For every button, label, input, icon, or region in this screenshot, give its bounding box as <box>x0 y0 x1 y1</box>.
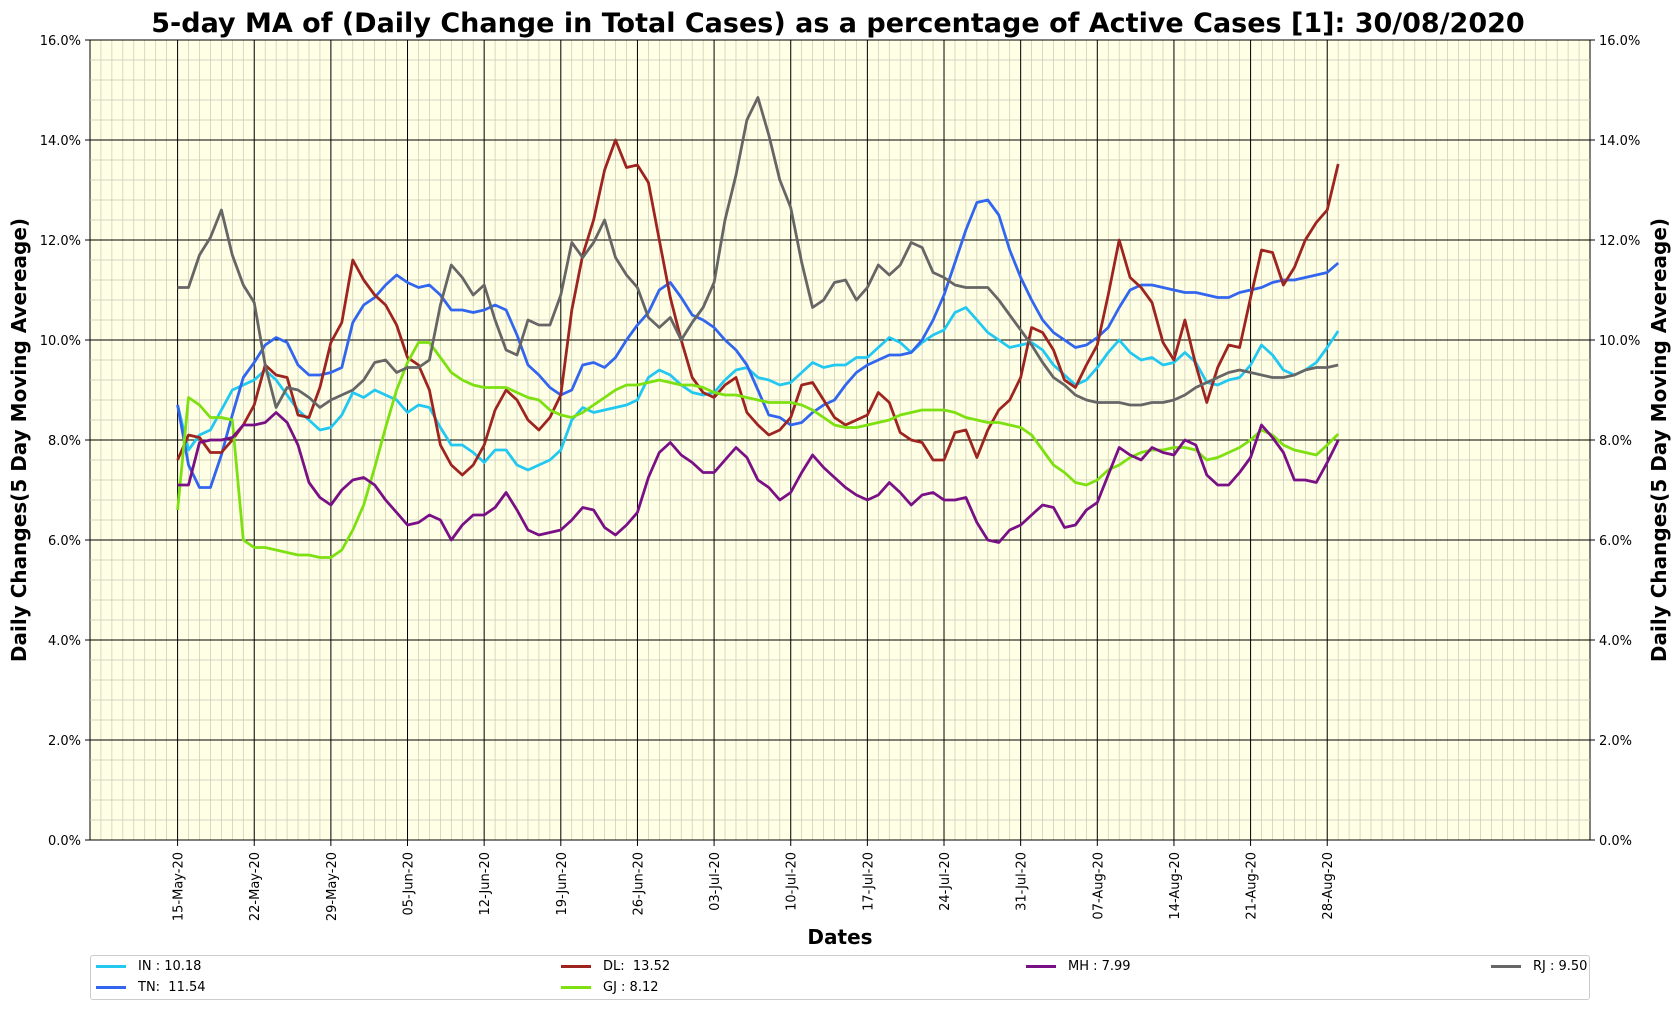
legend-item: IN : 10.18 <box>96 959 201 974</box>
x-tick-label: 26-Jun-20 <box>631 852 646 916</box>
y-tick-label-left: 10.0% <box>40 334 81 349</box>
y-tick-label-right: 0.0% <box>1599 834 1632 849</box>
legend-item: DL: 13.52 <box>561 959 670 974</box>
x-tick-label: 14-Aug-20 <box>1168 852 1183 920</box>
x-tick-label: 03-Jul-20 <box>708 852 723 911</box>
x-tick-label: 07-Aug-20 <box>1091 852 1106 920</box>
y-axis-label-left: Daily Changes(5 Day Moving Avereage) <box>7 218 31 662</box>
legend-swatch <box>1491 965 1521 968</box>
y-tick-label-left: 4.0% <box>48 634 81 649</box>
x-tick-label: 10-Jul-20 <box>785 852 800 911</box>
x-tick-label: 15-May-20 <box>172 852 187 921</box>
y-axis-label-right: Daily Changes(5 Day Moving Avereage) <box>1647 218 1671 662</box>
y-tick-label-right: 16.0% <box>1599 34 1640 49</box>
legend-swatch <box>561 965 591 968</box>
legend-swatch <box>96 965 126 968</box>
y-tick-label-left: 16.0% <box>40 34 81 49</box>
series-line-rj <box>177 96 1339 409</box>
x-tick-label: 22-May-20 <box>248 852 263 921</box>
y-tick-label-left: 6.0% <box>48 534 81 549</box>
legend-label: DL: 13.52 <box>603 959 671 974</box>
series-line-gj <box>176 341 1340 559</box>
y-tick-label-right: 2.0% <box>1599 734 1632 749</box>
series-line-mh <box>177 411 1340 544</box>
axis-layer: 15-May-20 22-May-20 29-May-20 05-Jun-20 12-J… <box>40 34 1641 921</box>
chart-legend: IN : 10.18 TN: 11.54 DL: 13.52 GJ : 8.12 MH … <box>90 955 1590 1000</box>
chart-title: 5-day MA of (Daily Change in Total Cases… <box>151 8 1524 39</box>
legend-item: GJ : 8.12 <box>561 980 659 995</box>
series-line-tn <box>176 198 1340 489</box>
x-tick-label: 24-Jul-20 <box>938 852 953 911</box>
x-tick-label: 05-Jun-20 <box>402 852 417 916</box>
x-tick-label: 12-Jun-20 <box>478 852 493 916</box>
x-tick-label: 21-Aug-20 <box>1245 852 1260 920</box>
x-tick-label: 19-Jun-20 <box>555 852 570 916</box>
legend-label: RJ : 9.50 <box>1533 959 1588 974</box>
y-tick-label-right: 14.0% <box>1599 134 1640 149</box>
legend-item: MH : 7.99 <box>1026 959 1131 974</box>
y-tick-label-left: 12.0% <box>40 234 81 249</box>
y-tick-label-right: 8.0% <box>1599 434 1632 449</box>
major-grid <box>90 39 1590 841</box>
series-line-in <box>176 306 1340 472</box>
legend-label: GJ : 8.12 <box>603 980 659 995</box>
x-axis-label: Dates <box>807 925 872 949</box>
legend-label: IN : 10.18 <box>138 959 202 974</box>
y-tick-label-left: 0.0% <box>48 834 81 849</box>
y-tick-label-right: 4.0% <box>1599 634 1632 649</box>
legend-swatch <box>561 986 591 989</box>
series-line-dl <box>176 138 1340 477</box>
legend-item: TN: 11.54 <box>96 980 206 995</box>
series-layer <box>176 96 1340 559</box>
y-tick-label-left: 8.0% <box>48 434 81 449</box>
x-tick-label: 31-Jul-20 <box>1015 852 1030 911</box>
legend-item: RJ : 9.50 <box>1491 959 1587 974</box>
x-tick-label: 17-Jul-20 <box>861 852 876 911</box>
legend-swatch <box>96 986 126 989</box>
y-tick-label-right: 10.0% <box>1599 334 1640 349</box>
legend-label: TN: 11.54 <box>138 980 206 995</box>
y-tick-label-left: 2.0% <box>48 734 81 749</box>
legend-label: MH : 7.99 <box>1068 959 1131 974</box>
x-tick-label: 28-Aug-20 <box>1321 852 1336 920</box>
y-tick-label-left: 14.0% <box>40 134 81 149</box>
legend-swatch <box>1026 965 1056 968</box>
x-tick-label: 29-May-20 <box>325 852 340 921</box>
y-tick-label-right: 12.0% <box>1599 234 1640 249</box>
y-tick-label-right: 6.0% <box>1599 534 1632 549</box>
